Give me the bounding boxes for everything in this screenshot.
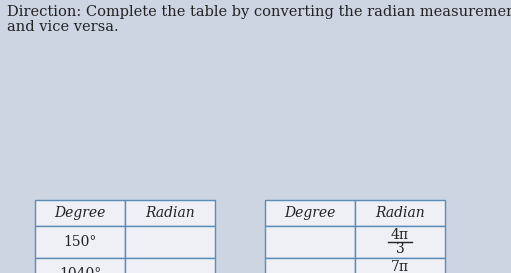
Text: Degree: Degree — [284, 206, 336, 220]
Text: 4π: 4π — [391, 228, 409, 242]
Bar — [265, 258, 355, 273]
Text: Radian: Radian — [145, 206, 195, 220]
Text: Radian: Radian — [375, 206, 425, 220]
Text: 150°: 150° — [63, 235, 97, 249]
Bar — [125, 226, 215, 258]
Bar — [355, 200, 445, 226]
Bar — [265, 226, 355, 258]
Text: 3: 3 — [396, 242, 404, 256]
Text: 1040°: 1040° — [59, 267, 101, 273]
Bar — [35, 226, 125, 258]
Bar — [125, 200, 215, 226]
Bar — [35, 200, 125, 226]
Text: Direction: Complete the table by converting the radian measurement to degree: Direction: Complete the table by convert… — [7, 5, 511, 19]
Bar — [125, 258, 215, 273]
Text: 7π: 7π — [391, 260, 409, 273]
Bar — [355, 226, 445, 258]
Text: and vice versa.: and vice versa. — [7, 20, 119, 34]
Text: Degree: Degree — [54, 206, 106, 220]
Bar — [265, 200, 355, 226]
Bar — [35, 258, 125, 273]
Bar — [355, 258, 445, 273]
